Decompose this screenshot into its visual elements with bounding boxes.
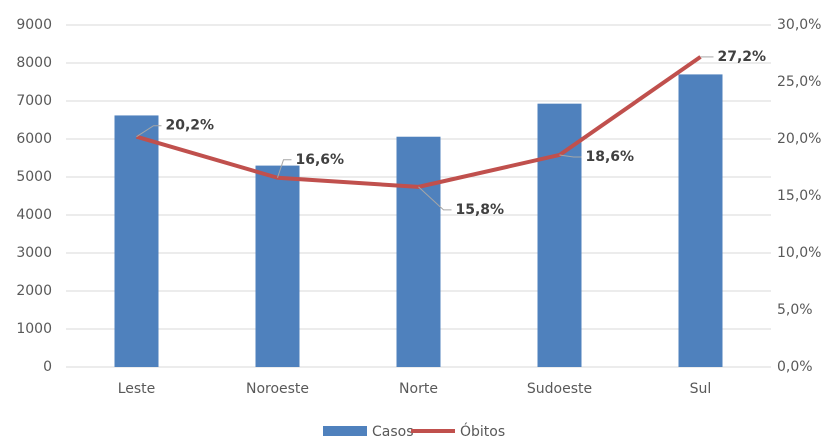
x-tick-label: Sul xyxy=(690,381,712,397)
data-label: 27,2% xyxy=(718,49,767,65)
leader-line xyxy=(136,125,162,138)
bar xyxy=(114,115,159,367)
data-label: 16,6% xyxy=(296,152,345,168)
y2-tick-label: 5,0% xyxy=(777,302,813,318)
y2-tick-label: 20,0% xyxy=(777,131,821,147)
x-tick-label: Noroeste xyxy=(246,381,309,397)
x-tick-label: Norte xyxy=(399,381,438,397)
y-tick-label: 1000 xyxy=(16,321,52,337)
data-label: 20,2% xyxy=(166,118,215,134)
bar xyxy=(678,74,723,368)
bar xyxy=(537,103,582,367)
y2-tick-label: 30,0% xyxy=(777,17,821,33)
data-label: 18,6% xyxy=(586,149,635,165)
y2-tick-label: 15,0% xyxy=(777,188,821,204)
y-tick-label: 9000 xyxy=(16,17,52,33)
bar xyxy=(396,136,441,367)
legend-label: Óbitos xyxy=(460,422,505,439)
y-tick-label: 4000 xyxy=(16,207,52,223)
leader-line xyxy=(418,186,452,211)
data-label: 15,8% xyxy=(456,202,505,218)
y-tick-label: 2000 xyxy=(16,283,52,299)
y-tick-label: 8000 xyxy=(16,55,52,71)
y-tick-label: 5000 xyxy=(16,169,52,185)
y2-tick-label: 0,0% xyxy=(777,359,813,375)
x-tick-label: Leste xyxy=(118,381,156,397)
y-tick-label: 6000 xyxy=(16,131,52,147)
legend-swatch xyxy=(323,426,367,436)
y2-tick-label: 25,0% xyxy=(777,74,821,90)
x-tick-label: Sudoeste xyxy=(527,381,592,397)
y-tick-label: 3000 xyxy=(16,245,52,261)
bar xyxy=(255,165,300,367)
legend-label: Casos xyxy=(372,424,414,439)
y2-tick-label: 10,0% xyxy=(777,245,821,261)
y-tick-label: 7000 xyxy=(16,93,52,109)
y-tick-label: 0 xyxy=(43,359,52,375)
leader-line xyxy=(277,159,292,178)
leader-line xyxy=(559,154,582,158)
